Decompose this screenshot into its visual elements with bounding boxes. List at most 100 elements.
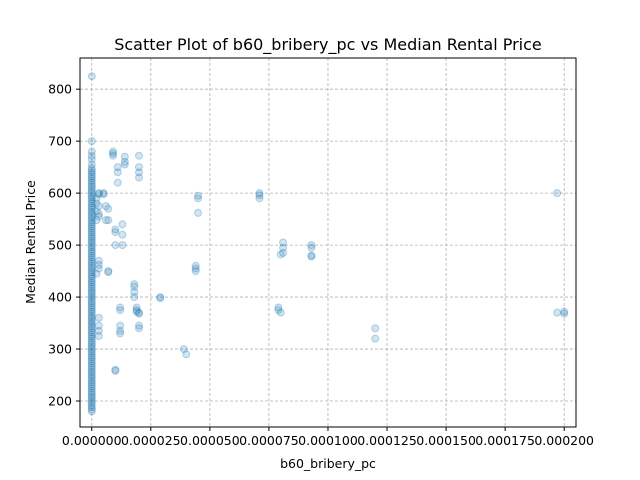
data-point [111,228,120,237]
data-point [120,160,129,169]
data-point [87,349,96,358]
data-point [87,380,96,389]
data-point [87,166,96,175]
data-point [156,294,165,303]
data-point [87,342,96,351]
data-point [87,184,96,193]
data-point [279,238,288,247]
data-point [132,307,141,316]
data-point [113,163,122,172]
data-point [94,190,103,199]
data-point [87,345,96,354]
data-point [87,324,96,333]
data-point [87,187,96,196]
x-tick-label: 0.000050 [180,433,240,448]
data-point [87,326,96,335]
data-point [179,345,188,354]
data-point [87,211,96,220]
data-point [87,155,96,164]
data-point [94,260,103,269]
data-point [99,189,108,198]
data-point [194,208,203,217]
data-point [307,241,316,250]
x-tick-label: 0.000125 [357,433,417,448]
data-point [307,251,316,260]
data-point [87,301,96,310]
data-point [87,392,96,401]
data-point [130,287,139,296]
data-point [87,257,96,266]
data-point [87,209,96,218]
data-point [87,403,96,412]
data-point [87,236,96,245]
y-tick-label: 400 [48,290,72,305]
data-point [87,228,96,237]
data-point [87,399,96,408]
data-point [116,303,125,312]
data-point [87,216,96,225]
data-point [104,216,113,225]
data-point [87,249,96,258]
data-point [87,164,96,173]
data-point [87,207,96,216]
y-tick-label: 600 [48,186,72,201]
data-point [255,194,264,203]
data-point [87,218,96,227]
data-point [87,203,96,212]
data-point [87,347,96,356]
data-point [87,311,96,320]
data-point [87,191,96,200]
data-point [135,173,144,182]
data-point [87,168,96,177]
data-point [87,286,96,295]
data-point [87,378,96,387]
data-point [135,324,144,333]
data-point [553,308,562,317]
data-point [111,365,120,374]
data-point [87,224,96,233]
data-point [94,256,103,265]
data-point [274,303,283,312]
data-point [87,407,96,416]
data-point [87,263,96,272]
data-point [87,293,96,302]
data-point [130,280,139,289]
data-point [113,178,122,187]
data-point [87,363,96,372]
data-point [87,369,96,378]
data-point [87,232,96,241]
data-point [87,278,96,287]
data-point [87,226,96,235]
data-point [87,251,96,260]
data-point [87,172,96,181]
data-point [194,191,203,200]
data-point [87,137,96,146]
data-points [87,72,569,416]
y-axis-label: Median Rental Price [23,180,38,304]
y-tick-label: 800 [48,82,72,97]
data-point [87,274,96,283]
x-axis-label: b60_bribery_pc [280,456,376,471]
data-point [87,266,96,275]
data-point [94,202,103,211]
data-point [87,313,96,322]
data-point [135,163,144,172]
data-point [109,149,118,158]
data-point [371,324,380,333]
data-point [87,297,96,306]
data-point [87,239,96,248]
data-point [87,199,96,208]
data-point [560,309,569,318]
data-point [87,178,96,187]
x-tick-label: 0.000075 [239,433,299,448]
data-point [87,147,96,156]
data-point [116,326,125,335]
data-point [87,205,96,214]
data-point [307,243,316,252]
data-point [87,315,96,324]
data-point [87,353,96,362]
data-point [191,267,200,276]
data-point [87,282,96,291]
data-point [182,350,191,359]
